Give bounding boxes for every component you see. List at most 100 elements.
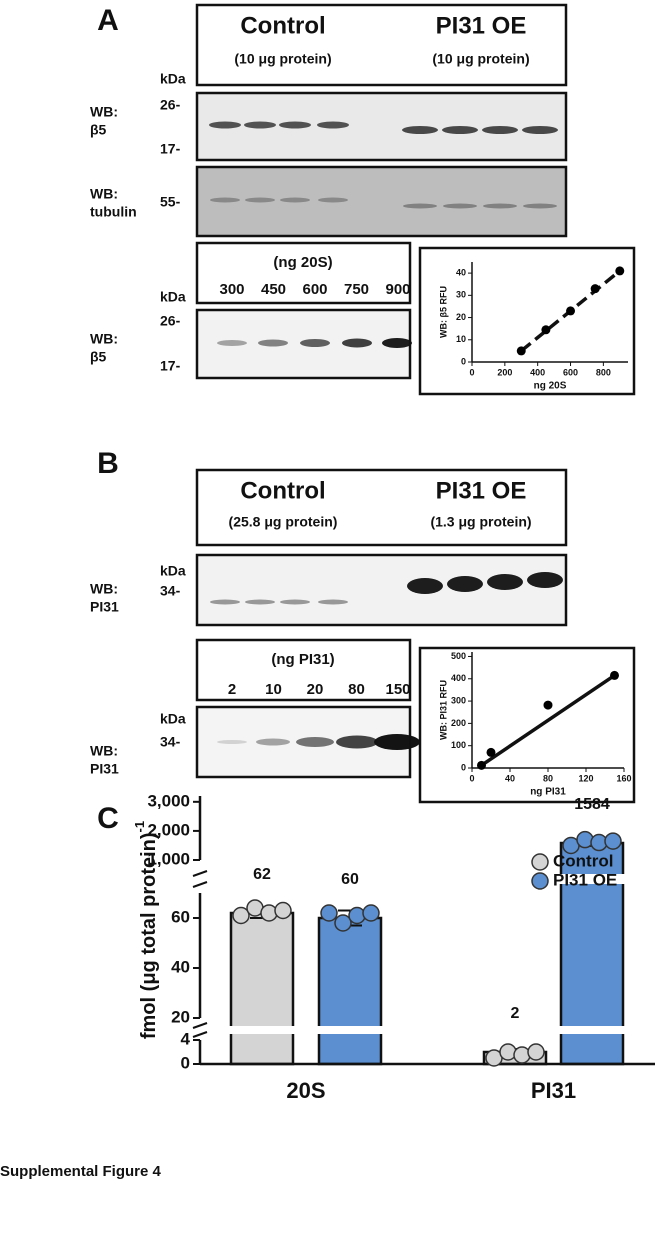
y-tick-label: 20 bbox=[456, 312, 466, 322]
wb-target: PI31 bbox=[90, 599, 119, 615]
y-axis-label: WB: β5 RFU bbox=[438, 286, 448, 338]
band bbox=[318, 599, 348, 605]
kda-label: kDa bbox=[160, 563, 186, 579]
band bbox=[382, 338, 412, 348]
band bbox=[209, 121, 241, 129]
band bbox=[318, 197, 348, 203]
column-title: PI31 OE bbox=[436, 477, 527, 504]
wb-label: WB: bbox=[90, 581, 118, 597]
x-tick-label: 0 bbox=[469, 773, 474, 783]
x-tick-label: 200 bbox=[497, 367, 512, 377]
y-axis-label: WB: PI31 RFU bbox=[438, 680, 448, 740]
break-mark bbox=[192, 870, 208, 877]
band bbox=[210, 197, 240, 203]
data-point bbox=[576, 830, 594, 849]
band bbox=[244, 121, 276, 129]
band bbox=[374, 734, 420, 750]
wb-target: tubulin bbox=[90, 204, 137, 220]
lane-label: 2 bbox=[228, 681, 236, 698]
x-tick-label: 0 bbox=[469, 367, 474, 377]
data-point bbox=[499, 1043, 517, 1061]
wb-target: PI31 bbox=[90, 761, 119, 777]
y-tick-label: 0 bbox=[181, 1053, 190, 1072]
x-tick-label: 400 bbox=[530, 367, 545, 377]
band bbox=[527, 572, 563, 588]
lane-label: 150 bbox=[385, 681, 410, 698]
column-title: Control bbox=[240, 477, 325, 504]
band bbox=[280, 599, 310, 605]
data-point bbox=[610, 670, 619, 680]
data-point bbox=[513, 1046, 531, 1064]
data-point bbox=[334, 914, 352, 932]
column-title: Control bbox=[240, 12, 325, 39]
data-point bbox=[604, 832, 622, 850]
value-label: 1584 bbox=[574, 796, 610, 813]
band bbox=[336, 735, 378, 749]
fit-line bbox=[480, 673, 616, 767]
data-point bbox=[527, 1043, 545, 1061]
band bbox=[447, 576, 483, 592]
data-point bbox=[477, 760, 486, 770]
band bbox=[487, 574, 523, 590]
band bbox=[280, 197, 310, 203]
data-point bbox=[320, 904, 338, 922]
column-title: PI31 OE bbox=[436, 12, 527, 39]
lane-label: 750 bbox=[344, 281, 369, 298]
value-label: 62 bbox=[253, 866, 271, 883]
standard-title: (ng PI31) bbox=[271, 651, 334, 668]
break-mark bbox=[192, 1031, 208, 1038]
y-tick-label: 100 bbox=[451, 740, 466, 750]
wb-label: WB: bbox=[90, 743, 118, 759]
band bbox=[443, 203, 477, 209]
break-mark bbox=[192, 1022, 208, 1029]
standard-box bbox=[195, 638, 412, 702]
y-tick-label: 0 bbox=[461, 762, 466, 772]
lane-label: 80 bbox=[348, 681, 365, 698]
legend-label: PI31 OE bbox=[553, 870, 617, 889]
y-tick-label: 40 bbox=[171, 957, 190, 976]
y-axis-label-sup: -1 bbox=[132, 821, 147, 833]
legend-swatch bbox=[531, 853, 549, 871]
lane-label: 900 bbox=[385, 281, 410, 298]
legend-swatch bbox=[531, 872, 549, 890]
band bbox=[317, 121, 349, 129]
band bbox=[442, 126, 478, 134]
chart-box bbox=[418, 646, 636, 804]
data-point bbox=[260, 904, 278, 922]
y-tick-label: 60 bbox=[171, 907, 190, 926]
y-tick-label: 10 bbox=[456, 334, 466, 344]
wb-label: WB: bbox=[90, 331, 118, 347]
wb-target: β5 bbox=[90, 122, 107, 138]
band bbox=[523, 203, 557, 209]
y-tick-label: 0 bbox=[461, 356, 466, 366]
band bbox=[256, 738, 290, 746]
kda-label: kDa bbox=[160, 711, 186, 727]
x-tick-label: 800 bbox=[596, 367, 611, 377]
axis-break bbox=[170, 874, 640, 884]
mw-marker: 34- bbox=[160, 734, 181, 750]
mw-marker: 34- bbox=[160, 583, 181, 599]
band bbox=[245, 197, 275, 203]
band bbox=[483, 203, 517, 209]
standard-title: (ng 20S) bbox=[273, 254, 332, 271]
panel-label: A bbox=[97, 4, 119, 37]
x-tick-label: 600 bbox=[563, 367, 578, 377]
band bbox=[407, 578, 443, 594]
y-tick-label: 40 bbox=[456, 267, 466, 277]
kda-label: kDa bbox=[160, 71, 186, 87]
band bbox=[402, 126, 438, 134]
axis-break bbox=[170, 1026, 640, 1034]
data-point bbox=[615, 266, 625, 276]
bar bbox=[317, 916, 383, 1066]
band bbox=[217, 340, 247, 346]
y-tick-label: 500 bbox=[451, 651, 466, 661]
bar bbox=[229, 911, 295, 1066]
column-subtitle: (10 μg protein) bbox=[432, 51, 529, 67]
y-tick-label: 200 bbox=[451, 718, 466, 728]
data-point bbox=[232, 906, 250, 925]
lane-label: 450 bbox=[261, 281, 286, 298]
mw-marker: 26- bbox=[160, 313, 181, 329]
data-point bbox=[543, 700, 553, 710]
y-tick-label: 1,000 bbox=[147, 849, 190, 868]
